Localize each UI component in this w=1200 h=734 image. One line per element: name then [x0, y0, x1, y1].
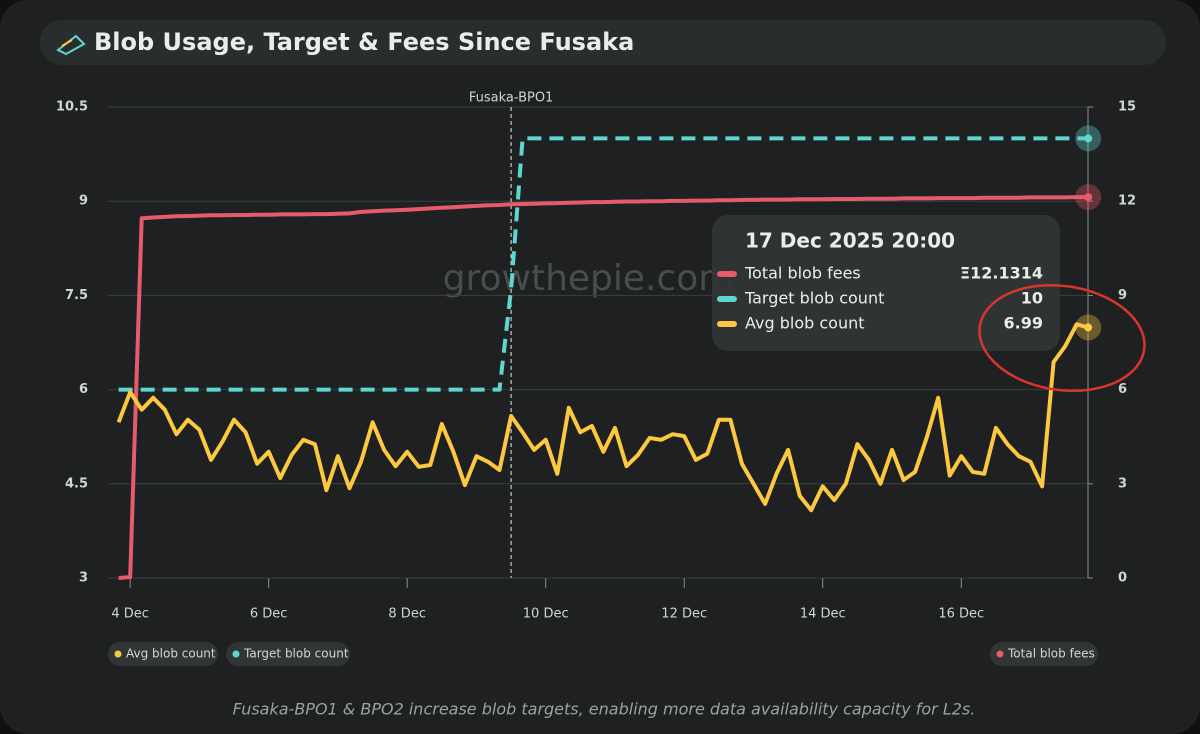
- series-line: [118, 136, 1089, 392]
- chart-title: Blob Usage, Target & Fees Since Fusaka: [94, 28, 634, 56]
- x-tick-label: 14 Dec: [800, 607, 846, 622]
- tooltip-rows: Total blob fees Ξ12.1314 Target blob count…: [717, 264, 1043, 333]
- tooltip-value: 10: [1021, 289, 1043, 308]
- end-point: [1084, 193, 1093, 202]
- title-bar: [40, 20, 1166, 65]
- y2-tick-label: 9: [1118, 288, 1127, 303]
- y-tick-label: 10.5: [56, 100, 88, 115]
- y2-tick-label: 3: [1118, 476, 1127, 491]
- x-tick-label: 4 Dec: [111, 607, 149, 622]
- legend-dot: [232, 650, 240, 658]
- legend-label: Avg blob count: [126, 647, 216, 661]
- tooltip-value: 6.99: [1004, 314, 1043, 333]
- end-point: [1084, 323, 1093, 332]
- legend-chip: [990, 642, 1098, 666]
- x-tick-label: 8 Dec: [388, 607, 426, 622]
- legend-dot: [114, 650, 122, 658]
- y2-tick-label: 6: [1118, 382, 1127, 397]
- y-tick-label: 7.5: [65, 288, 88, 303]
- tooltip-name: Target blob count: [744, 289, 884, 308]
- legend-chip: [108, 642, 218, 666]
- legend-dot: [996, 650, 1004, 658]
- x-tick-label: 6 Dec: [250, 607, 288, 622]
- legend-label: Target blob count: [243, 647, 349, 661]
- series-line: [118, 195, 1089, 580]
- y-tick-label: 4.5: [65, 476, 88, 491]
- x-tick-label: 16 Dec: [938, 607, 984, 622]
- plot: 3 4.5 6 7.5 9 10.5 0 3 6 9 12 15 4 Dec 6 Dec 8 Dec 10 D…: [56, 91, 1136, 622]
- tooltip-title: 17 Dec 2025 20:00: [745, 229, 955, 253]
- caption: Fusaka-BPO1 & BPO2 increase blob targets…: [233, 700, 976, 719]
- tooltip-name: Avg blob count: [745, 314, 865, 333]
- annotation-label: Fusaka-BPO1: [469, 91, 554, 106]
- y2-tick-label: 15: [1118, 100, 1136, 115]
- tooltip-value: Ξ12.1314: [960, 264, 1043, 283]
- legend: Avg blob count Target blob count Total blo…: [108, 642, 1098, 666]
- watermark: growthepie.com: [443, 258, 734, 299]
- y-tick-label: 3: [79, 571, 88, 586]
- y2-tick-label: 0: [1118, 571, 1127, 586]
- highlight-ellipse: [978, 283, 1146, 393]
- legend-label: Total blob fees: [1007, 647, 1095, 661]
- tooltip-name: Total blob fees: [744, 264, 861, 283]
- y2-tick-label: 12: [1118, 194, 1136, 209]
- end-point: [1084, 134, 1093, 143]
- y-tick-label: 6: [79, 382, 88, 397]
- legend-chip: [226, 642, 350, 666]
- title-icon: [56, 34, 86, 56]
- x-tick-label: 10 Dec: [523, 607, 569, 622]
- tooltip-box: [712, 215, 1060, 351]
- y-tick-label: 9: [79, 194, 88, 209]
- series-line: [116, 322, 1089, 513]
- x-tick-label: 12 Dec: [661, 607, 707, 622]
